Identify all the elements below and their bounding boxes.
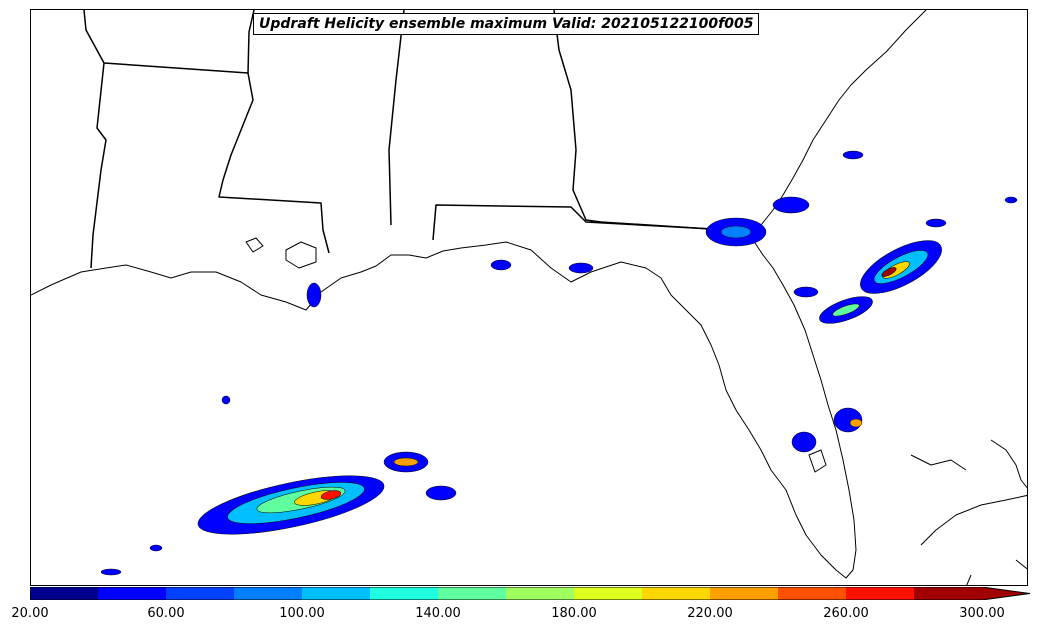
colorbar-segment — [710, 587, 779, 600]
colorbar-extend-arrow — [982, 587, 1030, 600]
colorbar-segment — [846, 587, 915, 600]
colorbar-tick-label: 140.00 — [415, 606, 461, 621]
colorbar-segment — [30, 587, 99, 600]
map-title: Updraft Helicity ensemble maximum Valid:… — [253, 13, 760, 35]
colorbar-segment — [98, 587, 167, 600]
colorbar-segment — [166, 587, 235, 600]
map-area — [30, 9, 1028, 586]
colorbar-outline — [30, 587, 1030, 600]
colorbar-segment — [234, 587, 303, 600]
coastlines — [31, 10, 1027, 585]
colorbar-tick-label: 60.00 — [147, 606, 185, 621]
colorbar-tick-label: 220.00 — [687, 606, 733, 621]
colorbar-segment — [642, 587, 711, 600]
map-svg — [31, 10, 1027, 585]
colorbar-tick-label: 180.00 — [551, 606, 597, 621]
colorbar-segment — [370, 587, 439, 600]
colorbar-segment — [302, 587, 371, 600]
colorbar-tick-label: 260.00 — [823, 606, 869, 621]
colorbar-segment — [914, 587, 983, 600]
colorbar-tick-label: 100.00 — [279, 606, 325, 621]
colorbar-tick-label: 20.00 — [11, 606, 49, 621]
colorbar — [30, 587, 1030, 600]
colorbar-tick-label: 300.00 — [959, 606, 1005, 621]
colorbar-segment — [506, 587, 575, 600]
colorbar-segment — [574, 587, 643, 600]
colorbar-segment — [778, 587, 847, 600]
updraft-helicity-swaths — [100, 150, 1018, 576]
colorbar-segment — [438, 587, 507, 600]
state-borders — [83, 10, 732, 269]
